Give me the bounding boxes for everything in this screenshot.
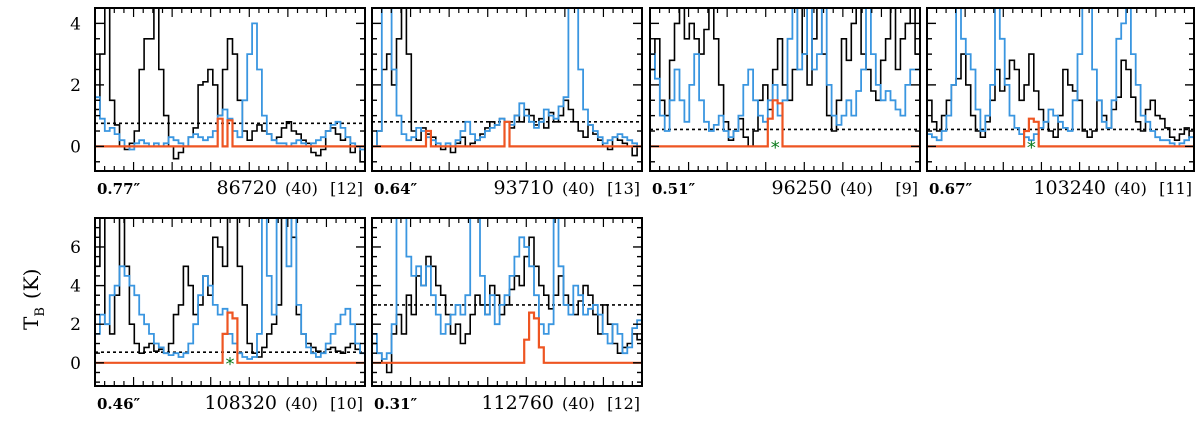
frequency-label: 96250 xyxy=(772,177,832,199)
beam-size-label: 0.67″ xyxy=(929,180,973,198)
beam-size-label: 0.31″ xyxy=(374,395,418,413)
index-label: [11] xyxy=(1159,179,1192,198)
full-model-line xyxy=(650,8,920,139)
plot-area: * xyxy=(95,218,365,375)
plot-area: * xyxy=(927,8,1194,158)
species-model-line xyxy=(372,311,642,364)
beam-size-label: 0.46″ xyxy=(97,395,141,413)
observed-spectrum-line xyxy=(95,8,365,163)
y-tick-label: 6 xyxy=(70,238,81,258)
observed-spectrum-line xyxy=(650,8,920,148)
panel-86720: 0 2 4 0.77″ 86720 (40) [12] xyxy=(70,7,366,199)
index-label: [13] xyxy=(607,179,640,198)
index-label: [12] xyxy=(330,179,363,198)
panel-96250: * 0.51″ 96250 (40) [9] xyxy=(649,7,921,199)
line-marker-star: * xyxy=(1027,137,1036,158)
line-marker-star: * xyxy=(226,354,235,375)
frequency-label: 112760 xyxy=(481,392,554,414)
plot-area xyxy=(95,8,365,163)
panel-112760: 0.31″ 112760 (40) [12] xyxy=(371,217,643,414)
frequency-label: 86720 xyxy=(217,177,277,199)
y-axis-label: TB(K) xyxy=(19,269,48,330)
index-label: [12] xyxy=(607,394,640,413)
width-label: (40) xyxy=(285,394,318,413)
y-tick-label: 4 xyxy=(70,277,81,297)
width-label: (40) xyxy=(285,179,318,198)
frequency-label: 93710 xyxy=(494,177,554,199)
panel-103240: * 0.67″ 103240 (40) [11] xyxy=(926,7,1195,199)
species-model-line xyxy=(372,120,642,148)
y-tick-label: 0 xyxy=(70,354,81,374)
plot-area xyxy=(372,218,642,374)
panel-frame xyxy=(371,217,643,387)
species-model-line xyxy=(95,311,365,364)
beam-size-label: 0.77″ xyxy=(97,180,141,198)
panel-108320: * 0 2 4 6 0.46″ 108320 (40) [10] xyxy=(70,217,366,414)
y-tick-label: 2 xyxy=(70,315,81,335)
line-marker-star: * xyxy=(771,137,780,158)
index-label: [9] xyxy=(895,179,918,198)
full-model-line xyxy=(927,8,1194,148)
full-model-line xyxy=(95,218,365,360)
width-label: (40) xyxy=(840,179,873,198)
frequency-label: 103240 xyxy=(1033,177,1106,199)
width-label: (40) xyxy=(562,179,595,198)
frequency-label: 108320 xyxy=(204,392,277,414)
full-model-line xyxy=(95,22,365,151)
species-model-line xyxy=(927,117,1194,148)
full-model-line xyxy=(372,218,642,360)
species-model-line xyxy=(95,117,365,148)
plot-area: * xyxy=(650,8,920,158)
y-tick-label: 0 xyxy=(70,137,81,157)
observed-spectrum-line xyxy=(927,53,1194,141)
panel-93710: 0.64″ 93710 (40) [13] xyxy=(371,7,643,199)
observed-spectrum-line xyxy=(372,8,642,157)
observed-spectrum-line xyxy=(95,218,365,358)
plot-area xyxy=(372,8,642,157)
species-model-line xyxy=(650,99,920,148)
beam-size-label: 0.51″ xyxy=(652,180,696,198)
width-label: (40) xyxy=(1114,179,1147,198)
index-label: [10] xyxy=(330,394,363,413)
width-label: (40) xyxy=(562,394,595,413)
y-tick-label: 4 xyxy=(70,14,81,34)
beam-size-label: 0.64″ xyxy=(374,180,418,198)
panels-group: 0 2 4 0.77″ 86720 (40) [12] 0.64″ 93710 (40) [13] *… xyxy=(70,7,1195,414)
full-model-line xyxy=(372,8,642,148)
y-tick-label: 2 xyxy=(70,76,81,96)
